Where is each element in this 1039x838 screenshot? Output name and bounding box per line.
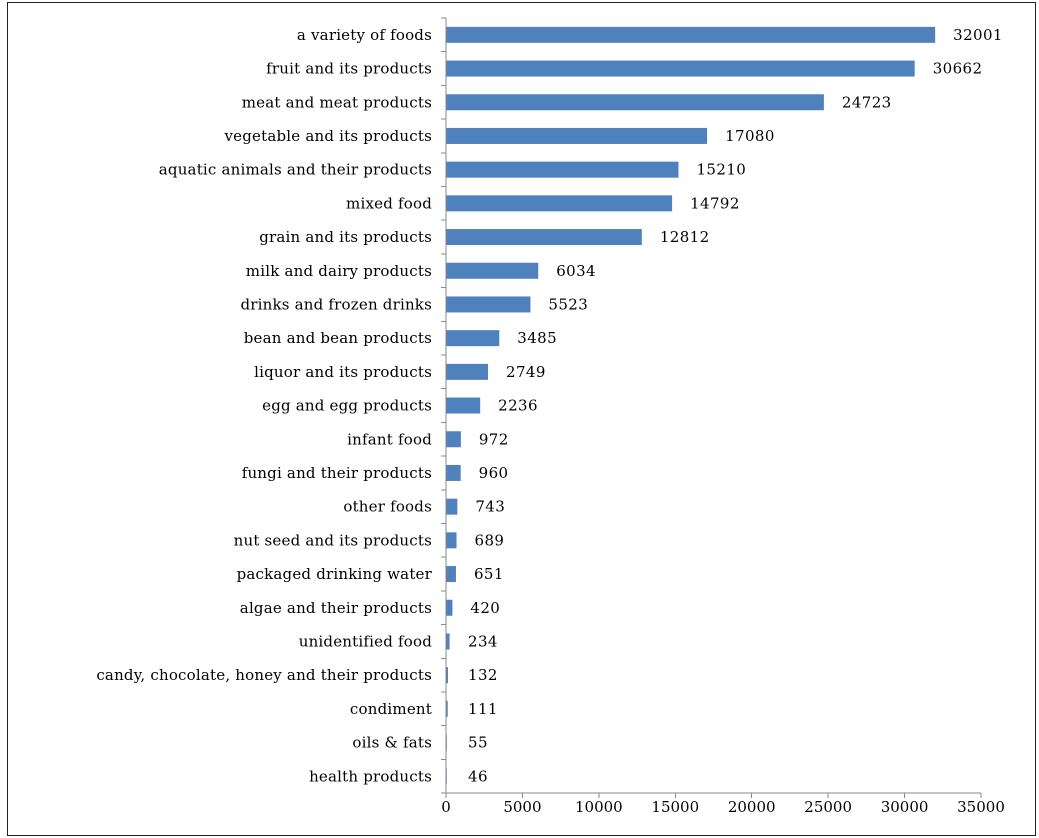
x-tick-label: 5000 [503, 798, 541, 816]
data-label: 30662 [933, 60, 983, 78]
data-label: 32001 [953, 26, 1003, 44]
category-label: infant food [347, 430, 432, 448]
category-label: oils & fats [352, 734, 432, 752]
x-tick-label: 20000 [728, 798, 776, 816]
bar [446, 161, 679, 178]
category-label: condiment [350, 700, 432, 718]
data-label: 651 [474, 565, 504, 583]
bar [446, 599, 453, 616]
category-label: drinks and frozen drinks [240, 295, 432, 313]
bar [446, 195, 673, 212]
bar [446, 229, 642, 246]
bar [446, 296, 531, 313]
x-tick-label: 30000 [881, 798, 929, 816]
category-label: meat and meat products [242, 93, 432, 111]
category-label: unidentified food [299, 632, 432, 650]
category-label: a variety of foods [297, 26, 432, 44]
category-label: egg and egg products [262, 397, 432, 415]
category-label: nut seed and its products [234, 531, 432, 549]
bar [446, 464, 461, 481]
data-label: 17080 [725, 127, 775, 145]
category-label: packaged drinking water [237, 565, 433, 583]
bar [446, 667, 449, 684]
data-label: 5523 [548, 295, 588, 313]
category-label: algae and their products [240, 599, 432, 617]
category-label: other foods [343, 498, 432, 516]
category-label: grain and its products [259, 228, 432, 246]
x-tick-label: 25000 [804, 798, 852, 816]
data-label: 12812 [660, 228, 710, 246]
category-label: fungi and their products [242, 464, 432, 482]
data-label: 15210 [696, 161, 746, 179]
bar [446, 431, 461, 448]
data-label: 111 [468, 700, 498, 718]
category-labels-group: a variety of foods fruit and its products… [96, 26, 432, 785]
bar [446, 566, 456, 583]
data-label: 743 [475, 498, 505, 516]
bar [446, 330, 500, 347]
axes-group: 0 5000 10000 15000 20000 25000 30000 35000 [441, 17, 1005, 816]
data-label: 46 [468, 767, 488, 785]
category-label: aquatic animals and their products [159, 161, 432, 179]
bar [446, 532, 457, 549]
data-label: 972 [479, 430, 509, 448]
data-label: 689 [475, 531, 505, 549]
value-labels-group: 32001 30662 24723 17080 15210 14792 12812 6034 5… [468, 26, 1003, 785]
x-tick-label: 35000 [957, 798, 1005, 816]
category-label: bean and bean products [244, 329, 432, 347]
category-label: mixed food [346, 194, 432, 212]
category-label: vegetable and its products [223, 127, 432, 145]
x-tick-label: 15000 [651, 798, 699, 816]
bar [446, 60, 915, 77]
data-label: 132 [468, 666, 498, 684]
data-label: 14792 [690, 194, 740, 212]
bar [446, 633, 450, 650]
data-label: 420 [470, 599, 500, 617]
bar [446, 363, 489, 380]
data-label: 3485 [517, 329, 557, 347]
x-tick-label: 10000 [575, 798, 623, 816]
bars-group [446, 26, 936, 785]
data-label: 2749 [506, 363, 546, 381]
category-label: fruit and its products [266, 60, 432, 78]
category-label: health products [309, 767, 432, 785]
bar [446, 94, 824, 111]
data-label: 55 [468, 734, 488, 752]
data-label: 234 [468, 632, 498, 650]
data-label: 24723 [842, 93, 892, 111]
category-label: liquor and its products [254, 363, 432, 381]
data-label: 2236 [498, 397, 538, 415]
data-label: 960 [479, 464, 509, 482]
bar [446, 498, 458, 515]
bar [446, 262, 539, 279]
x-tick-label: 0 [441, 798, 451, 816]
bar [446, 26, 936, 43]
bar [446, 700, 448, 717]
category-label: candy, chocolate, honey and their produc… [96, 666, 432, 684]
bar [446, 397, 481, 414]
data-label: 6034 [556, 262, 596, 280]
category-label: milk and dairy products [246, 262, 432, 280]
bar [446, 127, 708, 144]
